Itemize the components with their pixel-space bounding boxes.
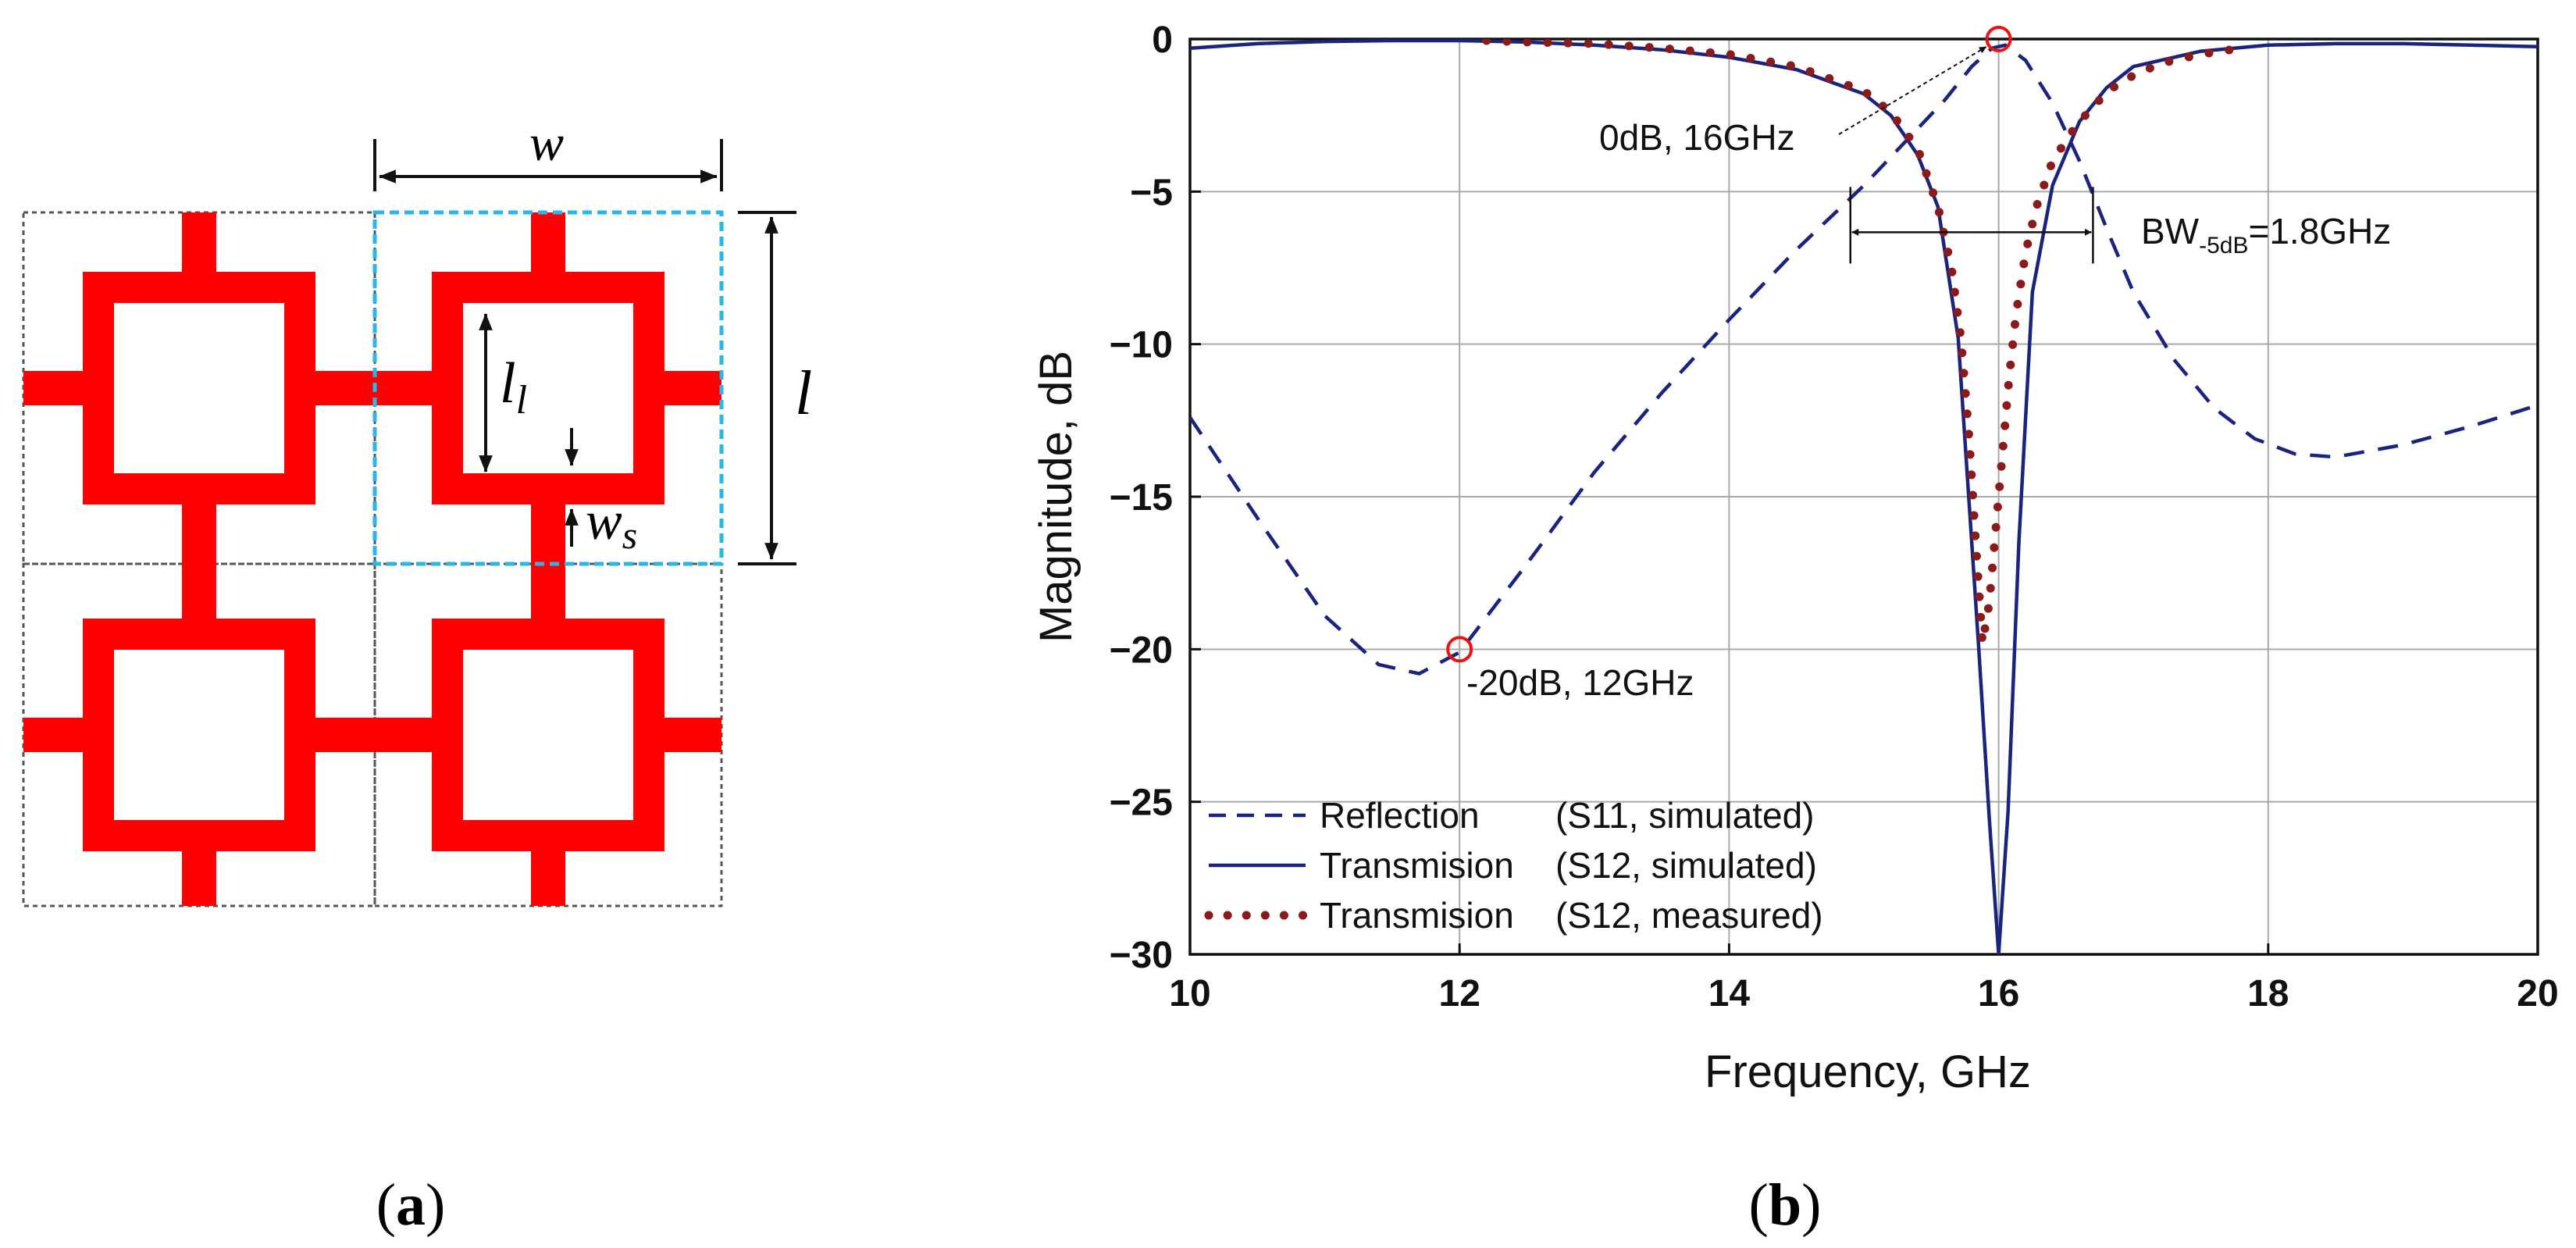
panel-b-caption: (b) (1749, 1172, 1822, 1238)
y-axis-label: Magnitude, dB (1031, 351, 1081, 643)
panel-b-chart: 10 12 14 16 18 20 0 −5 −10 −15 −20 −25 −30 BW-5dB=1… (1031, 20, 2559, 1238)
marker-top-leader (1838, 46, 1987, 135)
y-tick-label: −15 (1110, 477, 1173, 519)
marker-bottom-label: -20dB, 12GHz (1466, 662, 1694, 703)
legend-label-2: Transmision (1320, 845, 1514, 886)
bandwidth-label: BW-5dB=1.8GHz (2141, 211, 2391, 259)
unit-cell-4 (375, 564, 721, 906)
legend-label-3: Transmision (1320, 895, 1514, 936)
y-axis: 0 −5 −10 −15 −20 −25 −30 (1110, 20, 1201, 976)
unit-cells (23, 212, 721, 906)
x-tick-label: 16 (1978, 973, 2019, 1014)
y-tick-label: −10 (1110, 325, 1173, 366)
legend-label-1: Reflection (1320, 795, 1480, 836)
series-line-3 (1482, 39, 2246, 647)
dimension-l-label: l (795, 359, 812, 428)
legend: Reflection (S11, simulated) Transmision (S1… (1204, 795, 1823, 936)
loop-hole (463, 650, 633, 820)
y-tick-label: −5 (1130, 172, 1173, 213)
y-tick-label: −25 (1110, 783, 1173, 824)
x-axis-label: Frequency, GHz (1705, 1047, 2031, 1097)
highlighted-unit-cell (372, 210, 724, 566)
markers (1446, 26, 2012, 663)
legend-note-2: (S12, simulated) (1555, 845, 1817, 886)
dimension-w-label: w (529, 115, 564, 172)
marker-circle-1 (1985, 26, 2012, 52)
legend-note-3: (S12, measured) (1555, 895, 1823, 936)
dimension-ll-label: ll (500, 351, 527, 423)
unit-cell-3 (23, 564, 375, 906)
x-tick-label: 12 (1439, 973, 1480, 1014)
y-tick-label: −30 (1110, 935, 1173, 976)
unit-cell-2 (375, 212, 721, 564)
panel-a-unit-cell-diagram: w l ll ws (a) (22, 115, 812, 1238)
marker-top-label: 0dB, 16GHz (1599, 117, 1795, 158)
y-tick-label: −20 (1110, 629, 1173, 671)
dimension-l (738, 211, 796, 565)
unit-cell-1 (23, 212, 375, 564)
series-layer (1190, 39, 2538, 954)
x-tick-label: 10 (1169, 973, 1210, 1014)
x-tick-label: 20 (2517, 973, 2558, 1014)
x-tick-label: 14 (1708, 973, 1751, 1014)
series-line-1 (1190, 43, 2538, 676)
x-tick-label: 18 (2247, 973, 2289, 1014)
loop-hole (114, 303, 284, 473)
dimension-w (373, 139, 723, 191)
loop-hole (463, 303, 633, 473)
legend-note-1: (S11, simulated) (1555, 795, 1815, 836)
y-tick-label: 0 (1152, 20, 1173, 61)
panel-a-caption: (a) (376, 1172, 446, 1238)
loop-hole (114, 650, 284, 820)
dimension-ws-label: ws (586, 491, 637, 557)
x-axis: 10 12 14 16 18 20 (1169, 943, 2559, 1014)
marker-circle-2 (1446, 636, 1473, 663)
bandwidth-indicator (1849, 187, 2094, 264)
